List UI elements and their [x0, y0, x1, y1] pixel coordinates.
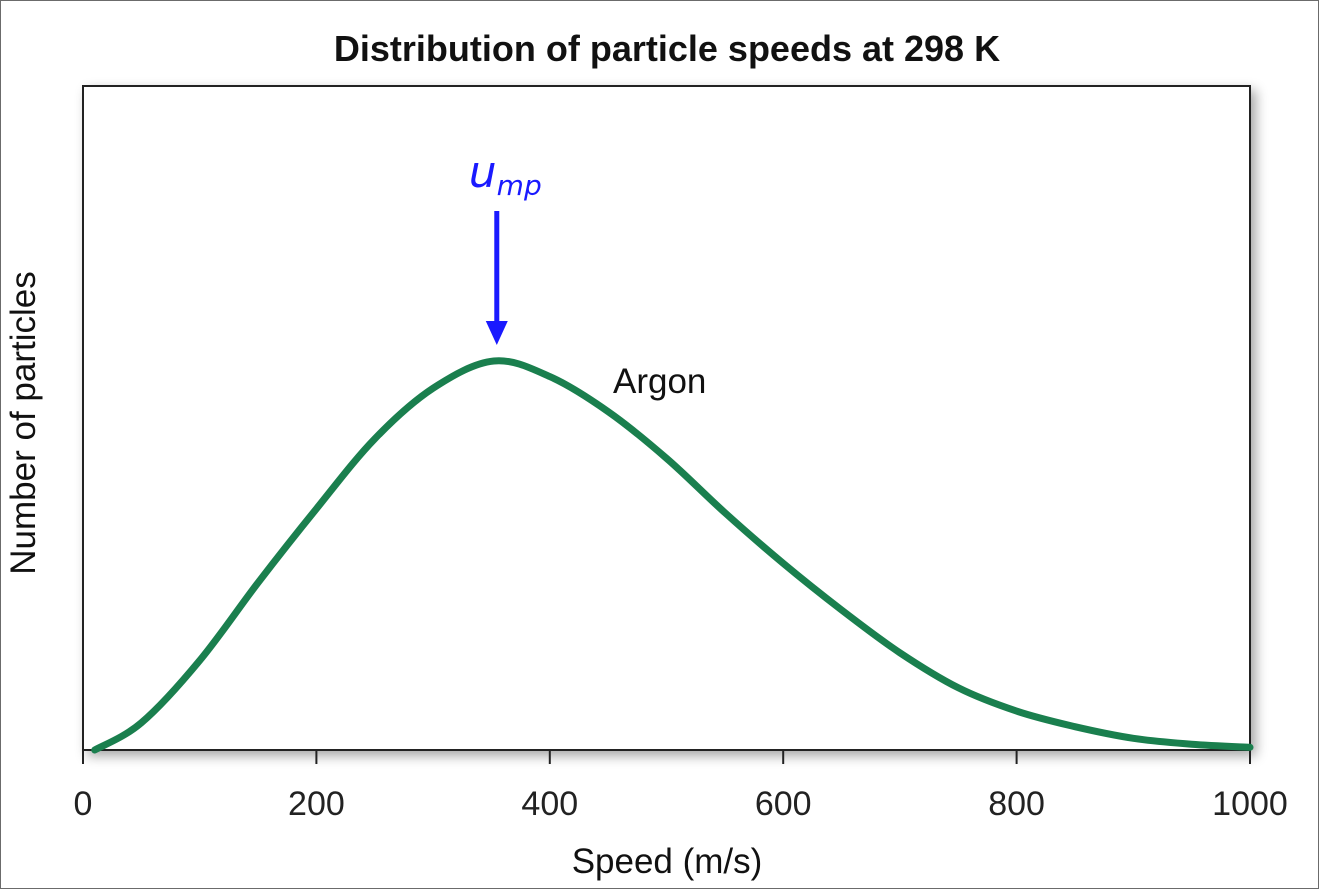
annotation-label: ump — [469, 147, 542, 202]
x-axis-tick-labels: 0 200 400 600 800 1000 — [74, 785, 1288, 823]
annotation-subscript-text: mp — [497, 169, 542, 202]
chart-title: Distribution of particle speeds at 298 K — [334, 28, 1000, 69]
series-line-argon — [91, 357, 1254, 754]
x-tick-label-400: 400 — [521, 785, 578, 823]
x-tick-label-200: 200 — [288, 785, 345, 823]
x-axis-title: Speed (m/s) — [572, 842, 763, 881]
annotation-main-text: u — [469, 147, 497, 198]
x-tick-label-600: 600 — [755, 785, 812, 823]
plot-area — [82, 85, 1251, 751]
x-tick-label-800: 800 — [988, 785, 1045, 823]
x-axis-ticks — [82, 750, 1251, 764]
series-layer: Argon — [91, 357, 1254, 754]
y-axis-title: Number of particles — [4, 271, 43, 574]
series-label-argon: Argon — [613, 362, 706, 401]
x-tick-label-0: 0 — [74, 785, 93, 823]
annotation-arrow-head — [485, 321, 508, 345]
annotation-layer: ump — [469, 147, 542, 345]
x-tick-label-1000: 1000 — [1212, 785, 1288, 823]
